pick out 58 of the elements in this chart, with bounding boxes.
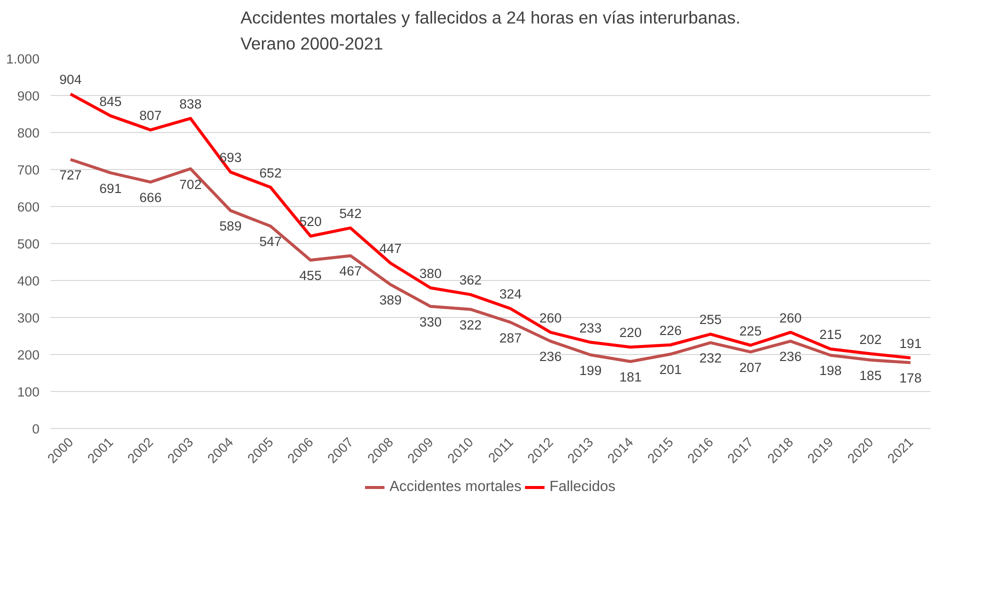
data-label: 202 <box>859 332 882 347</box>
data-label: 233 <box>579 320 602 336</box>
data-label: 322 <box>459 317 482 332</box>
data-label: 236 <box>539 349 562 364</box>
data-label: 727 <box>59 168 82 183</box>
data-label: 845 <box>99 94 122 109</box>
data-label: 287 <box>499 330 522 346</box>
data-label: 838 <box>179 96 202 112</box>
legend-label: Fallecidos <box>549 479 616 495</box>
data-label: 260 <box>779 310 802 326</box>
data-label: 691 <box>99 180 122 196</box>
data-label: 362 <box>459 272 482 288</box>
data-label: 589 <box>219 218 242 234</box>
data-label: 220 <box>619 325 642 340</box>
data-label: 547 <box>259 234 282 250</box>
data-label: 702 <box>179 176 202 192</box>
data-label: 807 <box>139 108 162 123</box>
y-tick-label: 700 <box>17 162 40 178</box>
data-label: 447 <box>379 241 402 256</box>
y-tick-label: 300 <box>17 310 40 326</box>
data-label: 225 <box>739 323 762 338</box>
data-label: 178 <box>899 370 922 386</box>
data-label: 181 <box>619 370 642 385</box>
data-label: 389 <box>379 292 402 308</box>
data-label: 693 <box>219 150 242 166</box>
data-label: 904 <box>59 72 82 88</box>
data-label: 455 <box>299 268 322 284</box>
chart-title: Accidentes mortales y fallecidos a 24 horas en vías interurbanas. Verano 2000-2021 <box>240 8 740 54</box>
y-tick-label: 600 <box>17 200 40 214</box>
data-label: 652 <box>259 165 282 180</box>
data-label: 215 <box>819 326 842 342</box>
data-label: 226 <box>659 322 682 338</box>
y-tick-label: 100 <box>17 384 40 400</box>
y-tick-label: 500 <box>17 236 40 252</box>
data-label: 191 <box>899 336 922 351</box>
data-label: 467 <box>339 264 362 279</box>
data-label: 324 <box>499 286 522 302</box>
y-tick-label: 200 <box>17 348 40 362</box>
data-label: 232 <box>699 350 722 366</box>
y-tick-label: 1.000 <box>6 52 40 66</box>
y-tick-label: 400 <box>17 274 40 288</box>
y-tick-label: 900 <box>17 88 40 104</box>
data-label: 198 <box>819 363 842 378</box>
data-label: 236 <box>779 349 802 364</box>
data-label: 207 <box>739 360 762 375</box>
data-label: 199 <box>579 362 602 378</box>
data-label: 255 <box>699 312 722 328</box>
y-tick-label: 800 <box>17 126 40 140</box>
data-label: 520 <box>299 214 322 230</box>
data-label: 542 <box>339 206 362 221</box>
data-label: 185 <box>859 368 882 384</box>
legend-label: Accidentes mortales <box>390 479 522 495</box>
data-label: 201 <box>659 362 682 378</box>
y-tick-label: 0 <box>32 422 40 436</box>
data-label: 666 <box>139 190 162 206</box>
data-label: 260 <box>539 310 562 326</box>
data-label: 330 <box>419 314 442 330</box>
data-label: 380 <box>419 266 442 281</box>
